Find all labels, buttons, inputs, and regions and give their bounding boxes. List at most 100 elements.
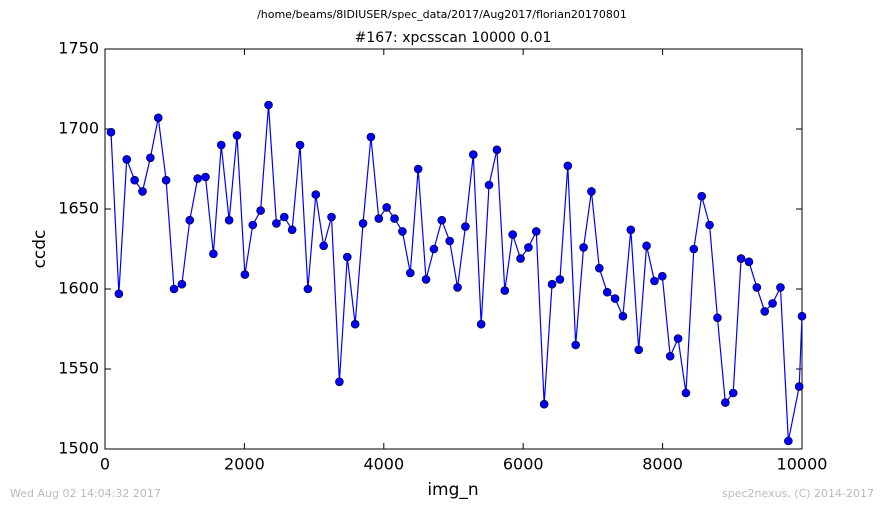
data-point	[390, 214, 399, 223]
data-point	[114, 289, 124, 299]
data-point	[209, 249, 218, 259]
data-point	[768, 299, 777, 308]
data-point	[642, 241, 651, 251]
data-point	[563, 161, 573, 171]
data-point	[295, 140, 305, 150]
data-point	[398, 227, 407, 236]
y-axis-label: ccdc	[30, 230, 50, 269]
data-point	[429, 244, 439, 254]
data-point	[224, 215, 234, 225]
data-point	[216, 140, 226, 150]
data-point	[382, 203, 391, 212]
y-tick-label: 1600	[58, 279, 99, 298]
data-point	[264, 100, 273, 110]
data-point	[153, 113, 163, 123]
data-point	[760, 307, 770, 316]
footer-left: Wed Aug 02 14:04:32 2017	[10, 487, 161, 500]
data-point	[492, 145, 502, 155]
data-point	[705, 220, 714, 230]
data-point	[122, 155, 132, 164]
x-tick-label: 6000	[503, 455, 544, 474]
data-point	[248, 220, 258, 230]
data-point	[610, 294, 620, 303]
y-tick-label: 1700	[58, 119, 99, 138]
data-point	[335, 377, 344, 387]
data-point	[319, 241, 328, 251]
data-point	[555, 275, 565, 284]
data-point	[358, 219, 368, 228]
x-axis-label: img_n	[427, 480, 478, 500]
data-point	[327, 212, 336, 222]
data-point	[468, 150, 478, 159]
x-tick-label: 0	[100, 455, 110, 474]
data-point	[797, 311, 807, 321]
plot-frame	[104, 48, 803, 450]
y-tick-label: 1650	[58, 199, 99, 218]
x-tick-label: 8000	[642, 455, 683, 474]
data-point	[484, 180, 494, 190]
data-point	[752, 283, 762, 292]
data-point	[405, 268, 415, 278]
data-point	[374, 214, 384, 223]
data-point	[106, 127, 116, 137]
data-point	[776, 283, 785, 292]
data-point	[193, 174, 202, 183]
data-point	[587, 187, 596, 196]
data-point	[516, 254, 525, 263]
data-point	[618, 311, 628, 321]
data-point	[784, 436, 793, 446]
data-point	[453, 283, 462, 292]
data-point	[476, 319, 486, 329]
data-point	[595, 263, 604, 273]
data-point	[350, 319, 360, 329]
data-point	[650, 276, 659, 286]
data-point	[272, 219, 281, 228]
data-point	[421, 275, 431, 284]
x-tick-label: 2000	[224, 455, 265, 474]
data-point	[185, 215, 195, 225]
data-point	[689, 244, 699, 254]
data-point	[697, 191, 707, 201]
data-point	[721, 398, 730, 407]
data-point	[681, 388, 691, 398]
data-point	[744, 257, 754, 267]
data-point	[232, 131, 242, 140]
data-point	[658, 271, 667, 281]
data-point	[634, 345, 643, 355]
y-tick-label: 1550	[58, 359, 99, 378]
data-point	[146, 153, 155, 163]
data-point	[413, 164, 423, 174]
data-point	[461, 222, 470, 231]
data-point	[161, 175, 171, 185]
data-point	[169, 284, 179, 294]
data-point	[508, 230, 517, 239]
data-point	[303, 284, 313, 294]
x-tick-label: 4000	[363, 455, 404, 474]
data-point	[240, 270, 250, 279]
data-point	[366, 132, 376, 142]
data-point	[524, 243, 533, 252]
data-point	[673, 334, 683, 343]
footer-right: spec2nexus, (C) 2014-2017	[722, 487, 874, 500]
data-point	[794, 382, 804, 391]
data-point	[665, 351, 675, 361]
data-point	[532, 227, 541, 236]
data-point	[626, 225, 636, 235]
chart-title: #167: xpcsscan 10000 0.01	[355, 30, 552, 46]
data-point	[547, 279, 557, 289]
data-point	[342, 252, 352, 262]
y-tick-label: 1500	[58, 439, 99, 458]
x-tick-label: 10000	[777, 455, 828, 474]
data-point	[138, 187, 147, 196]
data-point	[736, 254, 746, 263]
data-point	[571, 340, 580, 350]
data-point	[437, 215, 447, 225]
data-point	[130, 175, 139, 185]
data-point	[728, 388, 738, 398]
y-tick-label: 1750	[58, 39, 99, 58]
data-point	[279, 212, 289, 222]
data-point	[579, 243, 588, 252]
data-point	[602, 287, 612, 297]
